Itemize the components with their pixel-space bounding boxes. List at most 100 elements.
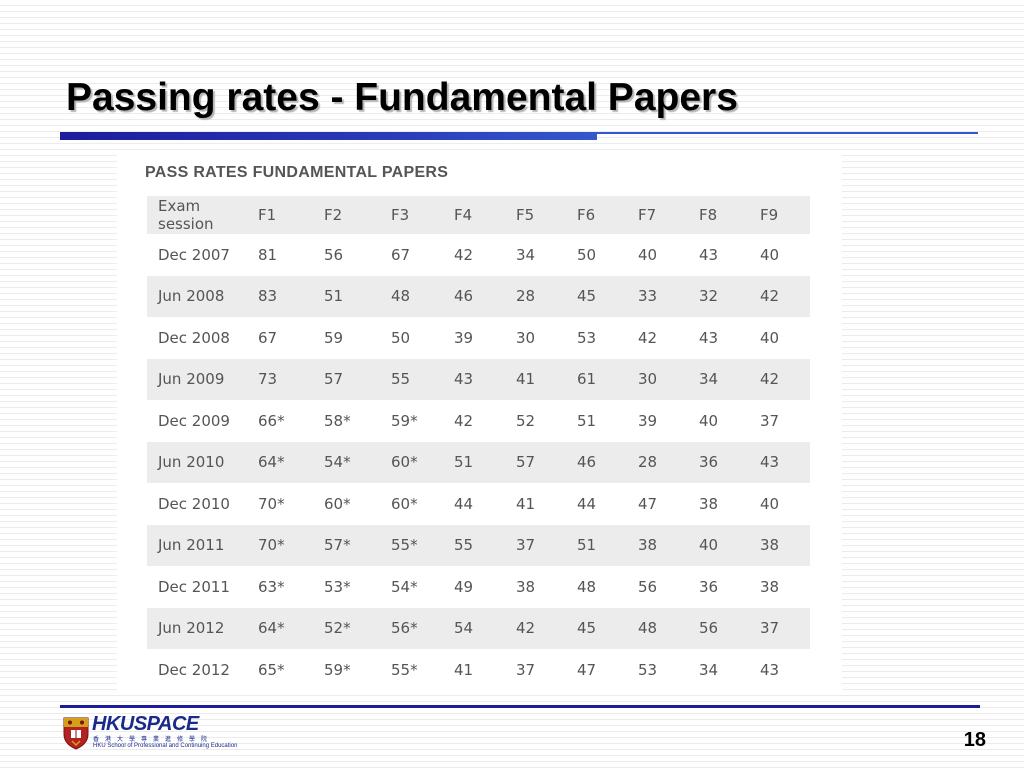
table-row: Jun 2009 73 57 55 43 41 61 30 34 42	[147, 358, 810, 400]
table-row: Dec 2008 67 59 50 39 30 53 42 43 40	[147, 317, 810, 359]
table-row: Dec 2007 81 56 67 42 34 50 40 43 40	[147, 234, 810, 276]
pass-rate-cell: 51	[577, 536, 597, 555]
pass-rate-cell: 60*	[391, 494, 418, 513]
page-number: 18	[963, 729, 986, 751]
pass-rate-cell: 51	[577, 411, 597, 430]
pass-rate-cell: 41	[454, 660, 474, 679]
pass-rate-cell: 56	[638, 577, 658, 596]
pass-rate-cell: 36	[699, 577, 719, 596]
pass-rate-cell: 37	[516, 536, 536, 555]
pass-rate-cell: 46	[454, 287, 474, 306]
pass-rate-cell: 56	[699, 619, 719, 638]
pass-rate-cell: 83	[258, 287, 278, 306]
title-underline-thin	[597, 132, 978, 134]
logo-name: HKUSPACE	[92, 713, 199, 735]
pass-rate-cell: 52	[516, 411, 536, 430]
column-header: Exam session	[158, 197, 214, 233]
pass-rate-cell: 28	[638, 453, 658, 472]
column-header: F8	[699, 206, 718, 224]
pass-rate-cell: 34	[699, 660, 719, 679]
exam-session-cell: Dec 2009	[158, 411, 230, 430]
exam-session-cell: Jun 2011	[158, 536, 225, 555]
pass-rate-cell: 32	[699, 287, 719, 306]
pass-rate-cell: 59	[324, 328, 344, 347]
pass-rate-cell: 51	[454, 453, 474, 472]
pass-rate-cell: 56	[324, 245, 344, 264]
pass-rate-cell: 37	[516, 660, 536, 679]
pass-rate-cell: 53	[577, 328, 597, 347]
table-heading: PASS RATES FUNDAMENTAL PAPERS	[145, 164, 449, 181]
pass-rate-cell: 34	[516, 245, 536, 264]
pass-rate-cell: 60*	[391, 453, 418, 472]
pass-rate-cell: 58*	[324, 411, 351, 430]
pass-rate-cell: 40	[760, 328, 780, 347]
pass-rate-cell: 42	[454, 245, 474, 264]
pass-rate-cell: 43	[760, 453, 780, 472]
column-header: F7	[638, 206, 657, 224]
pass-rate-cell: 61	[577, 370, 597, 389]
pass-rate-cell: 60*	[324, 494, 351, 513]
pass-rate-cell: 42	[760, 370, 780, 389]
pass-rate-cell: 50	[391, 328, 411, 347]
pass-rate-cell: 59*	[391, 411, 418, 430]
table-row: Dec 2010 70* 60* 60* 44 41 44 47 38 40	[147, 483, 810, 525]
pass-rate-cell: 54*	[391, 577, 418, 596]
logo-chinese-name: 香港大學專業進修學院	[93, 736, 214, 743]
pass-rate-cell: 70*	[258, 536, 285, 555]
pass-rate-cell: 55*	[391, 536, 418, 555]
pass-rate-cell: 54*	[324, 453, 351, 472]
pass-rate-cell: 63*	[258, 577, 285, 596]
table-row: Jun 2008 83 51 48 46 28 45 33 32 42	[147, 275, 810, 317]
pass-rate-cell: 57	[516, 453, 536, 472]
pass-rate-cell: 55*	[391, 660, 418, 679]
column-header: F5	[516, 206, 535, 224]
exam-session-cell: Dec 2011	[158, 577, 230, 596]
pass-rate-cell: 30	[638, 370, 658, 389]
pass-rate-cell: 44	[577, 494, 597, 513]
pass-rate-cell: 42	[638, 328, 658, 347]
pass-rate-cell: 36	[699, 453, 719, 472]
pass-rate-cell: 48	[391, 287, 411, 306]
pass-rate-cell: 55	[454, 536, 474, 555]
pass-rate-cell: 38	[638, 536, 658, 555]
pass-rate-cell: 40	[699, 536, 719, 555]
exam-session-cell: Dec 2008	[158, 328, 230, 347]
pass-rate-cell: 43	[699, 328, 719, 347]
pass-rate-cell: 53	[638, 660, 658, 679]
pass-rate-cell: 43	[760, 660, 780, 679]
exam-session-cell: Dec 2007	[158, 245, 230, 264]
pass-rate-cell: 39	[638, 411, 658, 430]
pass-rate-cell: 55	[391, 370, 411, 389]
column-header: F2	[324, 206, 343, 224]
pass-rate-cell: 28	[516, 287, 536, 306]
pass-rate-cell: 43	[454, 370, 474, 389]
pass-rate-cell: 47	[577, 660, 597, 679]
exam-session-cell: Jun 2012	[158, 619, 225, 638]
exam-session-cell: Dec 2012	[158, 660, 230, 679]
column-header: F3	[391, 206, 410, 224]
pass-rate-cell: 40	[638, 245, 658, 264]
table-row: Dec 2011 63* 53* 54* 49 38 48 56 36 38	[147, 566, 810, 608]
table-row: Jun 2010 64* 54* 60* 51 57 46 28 36 43	[147, 441, 810, 483]
pass-rate-cell: 41	[516, 494, 536, 513]
pass-rate-cell: 65*	[258, 660, 285, 679]
pass-rate-cell: 42	[760, 287, 780, 306]
table-row: Jun 2012 64* 52* 56* 54 42 45 48 56 37	[147, 607, 810, 649]
pass-rate-cell: 64*	[258, 453, 285, 472]
pass-rate-cell: 39	[454, 328, 474, 347]
pass-rate-cell: 37	[760, 411, 780, 430]
pass-rate-cell: 40	[699, 411, 719, 430]
pass-rate-cell: 42	[454, 411, 474, 430]
pass-rate-cell: 38	[760, 536, 780, 555]
footer-rule	[60, 705, 980, 708]
pass-rate-cell: 38	[516, 577, 536, 596]
column-header: F4	[454, 206, 473, 224]
pass-rate-cell: 37	[760, 619, 780, 638]
title-underline-thick	[60, 132, 597, 140]
pass-rate-cell: 48	[638, 619, 658, 638]
pass-rate-cell: 51	[324, 287, 344, 306]
pass-rate-cell: 57	[324, 370, 344, 389]
exam-session-cell: Jun 2008	[158, 287, 225, 306]
table-body: Dec 2007 81 56 67 42 34 50 40 43 40 Jun 2008 83 51 48…	[147, 234, 810, 691]
pass-rate-cell: 47	[638, 494, 658, 513]
